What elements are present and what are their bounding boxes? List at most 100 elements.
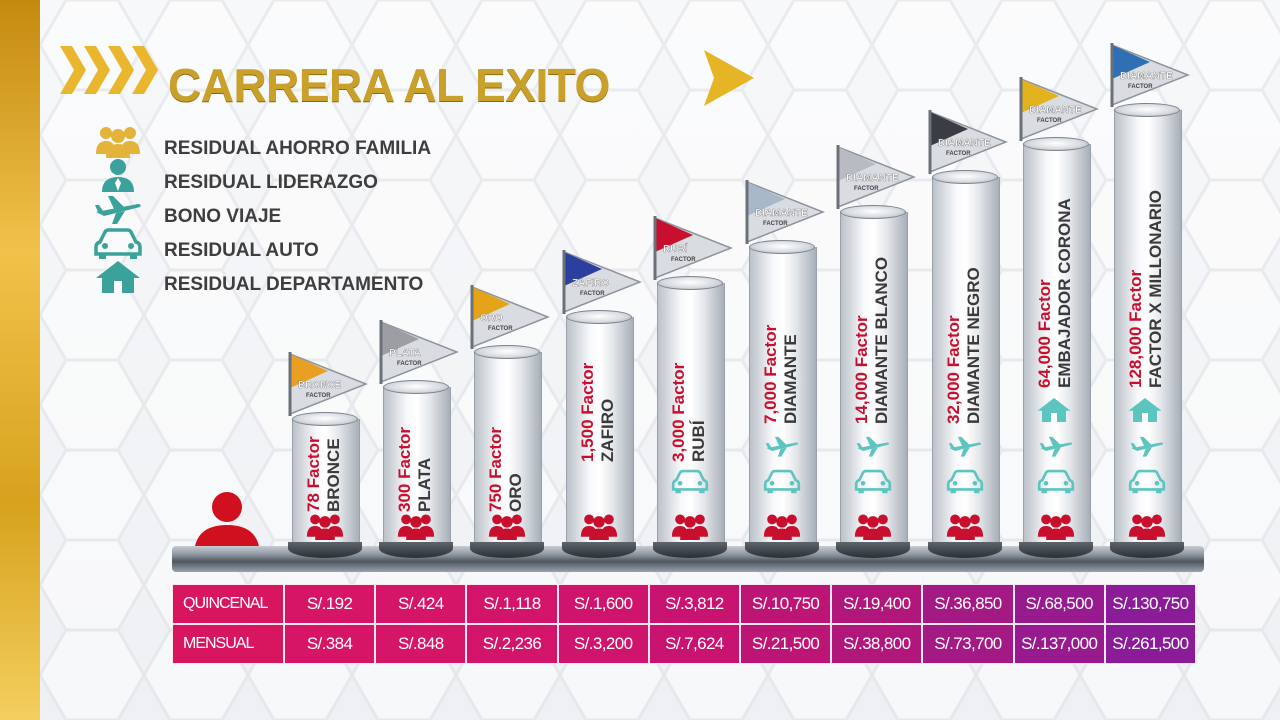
column-base [379, 542, 453, 558]
table-cell: S/.261,500 [1104, 624, 1196, 664]
family-icon-wrap [1127, 512, 1167, 545]
column-cap [383, 380, 449, 394]
car-icon [763, 469, 801, 494]
family-icon-wrap [396, 512, 436, 545]
rank-flag-5: RUBÍ FACTOR [653, 212, 734, 287]
rank-column-8 [928, 170, 1002, 558]
legend-item-family: RESIDUAL AHORRO FAMILIA [94, 124, 494, 159]
flag-rank-text: DIAMANTE [846, 173, 899, 184]
table-cell: S/.848 [375, 624, 467, 664]
rank-factor: 7,000 Factor [761, 324, 780, 424]
family-icon [854, 514, 892, 540]
pennant-icon: DIAMANTE FACTOR [745, 180, 826, 244]
family-icon [397, 514, 435, 540]
play-arrow-icon [704, 50, 754, 106]
family-icon [1128, 514, 1166, 540]
rank-label: 300 Factor PLATA [395, 427, 435, 512]
flag-rank-text: DIAMANTE [1120, 71, 1173, 82]
table-cell: S/.192 [284, 584, 376, 624]
car-icon-wrap [1036, 468, 1076, 499]
column-cap [1023, 137, 1089, 151]
rank-column-4 [562, 310, 636, 558]
flag-rank-text: ZAFIRO [572, 278, 609, 289]
rank-factor: 78 Factor [304, 436, 323, 512]
airplane-icon [1039, 436, 1072, 457]
rank-factor: 32,000 Factor [944, 315, 963, 424]
family-icon [763, 514, 801, 540]
column-body [840, 212, 908, 548]
rank-flag-4: ZAFIRO FACTOR [562, 246, 643, 321]
column-cap [657, 276, 723, 290]
pennant-icon: DIAMANTE FACTOR [836, 145, 917, 209]
column-body [566, 317, 634, 548]
column-body [474, 352, 542, 548]
leader-icon [102, 159, 134, 192]
family-icon [96, 127, 140, 158]
rank-factor: 750 Factor [486, 426, 505, 512]
flag-sub-text: FACTOR [671, 257, 696, 263]
house-icon-wrap [1036, 396, 1072, 429]
family-icon [1037, 514, 1075, 540]
rank-name: DIAMANTE BLANCO [872, 256, 891, 424]
column-base [836, 542, 910, 558]
flag-rank-text: DIAMANTE [938, 138, 991, 149]
rank-label: 32,000 Factor DIAMANTE NEGRO [944, 267, 984, 424]
table-cell: S/.2,236 [466, 624, 558, 664]
family-icon-wrap [762, 512, 802, 545]
family-icon-wrap [853, 512, 893, 545]
family-icon-wrap [487, 512, 527, 545]
rank-column-7 [836, 205, 910, 558]
legend-label: RESIDUAL DEPARTAMENTO [164, 274, 424, 295]
pennant-icon: PLATA FACTOR [379, 320, 460, 384]
rank-flag-10: DIAMANTE FACTOR [1110, 39, 1191, 114]
table-cell: S/.7,624 [648, 624, 740, 664]
legend-item-leader: RESIDUAL LIDERAZGO [94, 158, 494, 193]
flag-rank-text: BRONCE [298, 380, 342, 391]
legend-label: RESIDUAL LIDERAZGO [164, 172, 378, 193]
legend-item-car: RESIDUAL AUTO [94, 226, 494, 261]
table-cell: S/.130,750 [1104, 584, 1196, 624]
rank-column-2 [379, 380, 453, 558]
family-icon-wrap [670, 512, 710, 545]
rank-name: DIAMANTE NEGRO [964, 267, 983, 424]
rank-label: 3,000 Factor RUBÍ [669, 363, 709, 462]
pennant-icon: ZAFIRO FACTOR [562, 250, 643, 314]
flag-sub-text: FACTOR [1128, 84, 1153, 90]
rank-name: EMBAJADOR CORONA [1055, 198, 1074, 388]
table-cell: S/.68,500 [1013, 584, 1105, 624]
rank-name: DIAMANTE [781, 334, 800, 424]
flag-rank-text: DIAMANTE [1029, 105, 1082, 116]
flag-rank-text: DIAMANTE [755, 208, 808, 219]
pennant-icon: RUBÍ FACTOR [653, 216, 734, 280]
column-body [657, 283, 725, 548]
rank-flag-2: PLATA FACTOR [379, 316, 460, 391]
flag-sub-text: FACTOR [1037, 118, 1062, 124]
family-icon [488, 514, 526, 540]
rank-label: 750 Factor ORO [486, 427, 526, 512]
pennant-icon: DIAMANTE FACTOR [928, 110, 1009, 174]
table-cell: S/.73,700 [922, 624, 1014, 664]
rank-factor: 300 Factor [395, 426, 414, 512]
column-cap [566, 310, 632, 324]
column-base [1019, 542, 1093, 558]
car-icon [1037, 469, 1075, 494]
flag-sub-text: FACTOR [946, 151, 971, 157]
airplane-icon-wrap [853, 434, 893, 463]
car-icon [1128, 469, 1166, 494]
table-cell: S/.36,850 [922, 584, 1014, 624]
family-icon [580, 514, 618, 540]
pennant-icon: ORO FACTOR [470, 285, 551, 349]
table-cell: S/.1,600 [557, 584, 649, 624]
table-cell: S/.3,200 [557, 624, 649, 664]
column-cap [474, 345, 540, 359]
column-cap [292, 412, 358, 426]
column-body [932, 177, 1000, 548]
family-icon-wrap [305, 512, 345, 545]
rank-column-10 [1110, 103, 1184, 558]
table-cell: S/.1,118 [466, 584, 558, 624]
column-base [745, 542, 819, 558]
family-icon [946, 514, 984, 540]
airplane-icon [765, 436, 798, 457]
flag-sub-text: FACTOR [488, 326, 513, 332]
table-cell: S/.10,750 [740, 584, 832, 624]
